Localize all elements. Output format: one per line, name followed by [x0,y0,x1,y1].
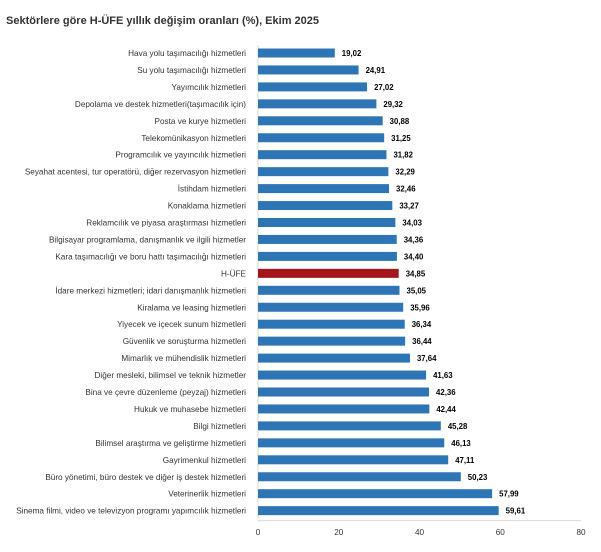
bar [258,167,389,177]
bar [258,65,359,75]
bar [258,489,493,499]
category-label: Gayrimenkul hizmetleri [163,456,246,465]
category-label: H-ÜFE [221,268,247,278]
category-label: Reklamcılık ve piyasa araştırması hizmet… [86,219,246,228]
value-label: 32,29 [395,168,415,177]
category-label: Kiralama ve leasing hizmetleri [137,303,246,312]
value-label: 34,85 [406,269,426,278]
bar [258,472,461,482]
bar [258,506,499,516]
category-label: Güvenlik ve soruşturma hizmetleri [123,337,246,346]
category-label: Telekomünikasyon hizmetleri [141,134,246,143]
category-label: Hukuk ve muhasebe hizmetleri [134,405,246,414]
bar [258,438,445,448]
x-tick-label: 60 [496,528,506,537]
category-label: Mimarlık ve mühendislik hizmetleri [121,354,246,363]
value-label: 34,03 [402,219,422,228]
bar [258,455,449,465]
value-label: 42,44 [436,405,456,414]
value-label: 35,05 [407,286,427,295]
chart-title: Sektörlere göre H-ÜFE yıllık değişim ora… [6,15,320,27]
value-label: 46,13 [451,439,471,448]
category-label: Bilgi hizmetleri [193,422,246,431]
value-label: 41,63 [433,371,453,380]
value-label: 34,36 [404,235,424,244]
bar [258,201,393,211]
bar [258,218,396,227]
bar [258,404,430,414]
category-label: Programcılık ve yayıncılık hizmetleri [115,151,246,160]
value-label: 57,99 [499,490,519,499]
category-label: Büro yönetimi, büro destek ve diğer iş d… [45,473,246,482]
value-label: 32,46 [396,185,416,194]
bar [258,133,385,143]
bar [258,285,400,295]
value-label: 36,34 [412,320,432,329]
category-label: Konaklama hizmetleri [168,202,246,211]
bar [258,302,404,312]
category-label: Depolama ve destek hizmetleri(taşımacılı… [75,100,246,109]
value-label: 24,91 [366,66,386,75]
category-label: Diğer mesleki, bilimsel ve teknik hizmet… [94,371,246,380]
value-label: 45,28 [448,422,468,431]
category-label: Su yolu taşımacılığı hizmetleri [137,66,246,75]
value-label: 34,40 [404,252,424,261]
value-label: 33,27 [399,202,419,211]
value-label: 35,96 [410,303,430,312]
x-tick-label: 80 [576,528,586,537]
category-label: Bina ve çevre düzenleme (peyzaj) hizmetl… [85,388,246,397]
bar [258,116,383,126]
bar [258,353,410,363]
x-tick-label: 40 [415,528,425,537]
bar [258,82,368,92]
category-label: İstihdam hizmetleri [178,184,246,194]
bar [258,150,387,160]
category-label: Seyahat acentesi, tur operatörü, diğer r… [25,168,246,177]
value-label: 31,25 [391,134,411,143]
category-label: Yiyecek ve içecek sunum hizmetleri [117,320,246,329]
value-label: 50,23 [468,473,488,482]
value-label: 47,11 [455,456,475,465]
value-label: 30,88 [390,117,410,126]
bar [258,336,406,346]
category-label: Hava yolu taşımacılığı hizmetleri [128,49,246,58]
bar [258,184,390,194]
value-label: 29,32 [383,100,403,109]
category-label: Sinema filmi, video ve televizyon progra… [16,507,246,516]
bar [258,234,397,244]
bar [258,387,430,397]
category-label: Yayımcılık hizmetleri [172,83,247,92]
value-label: 42,36 [436,388,456,397]
bar [258,251,397,261]
bar-highlight [258,268,399,278]
x-tick-label: 20 [334,528,344,537]
bar [258,99,377,109]
value-label: 36,44 [412,337,432,346]
category-label: Posta ve kurye hizmetleri [155,117,247,126]
x-tick-label: 0 [256,528,261,537]
value-label: 19,02 [342,49,362,58]
value-label: 27,02 [374,83,394,92]
value-label: 37,64 [417,354,437,363]
value-label: 59,61 [506,507,526,516]
bar [258,421,441,431]
value-label: 31,82 [393,151,413,160]
bar [258,370,427,380]
category-label: Kara taşımacılığı ve boru hattı taşımacı… [55,252,246,261]
category-label: İdare merkezi hizmetleri; idari danışman… [55,285,246,295]
bar [258,319,405,329]
category-label: Veterinerlik hizmetleri [168,490,246,499]
category-label: Bilgisayar programlama, danışmanlık ve i… [49,235,246,244]
category-label: Bilimsel araştırma ve geliştirme hizmetl… [95,439,246,448]
bar [258,48,335,58]
